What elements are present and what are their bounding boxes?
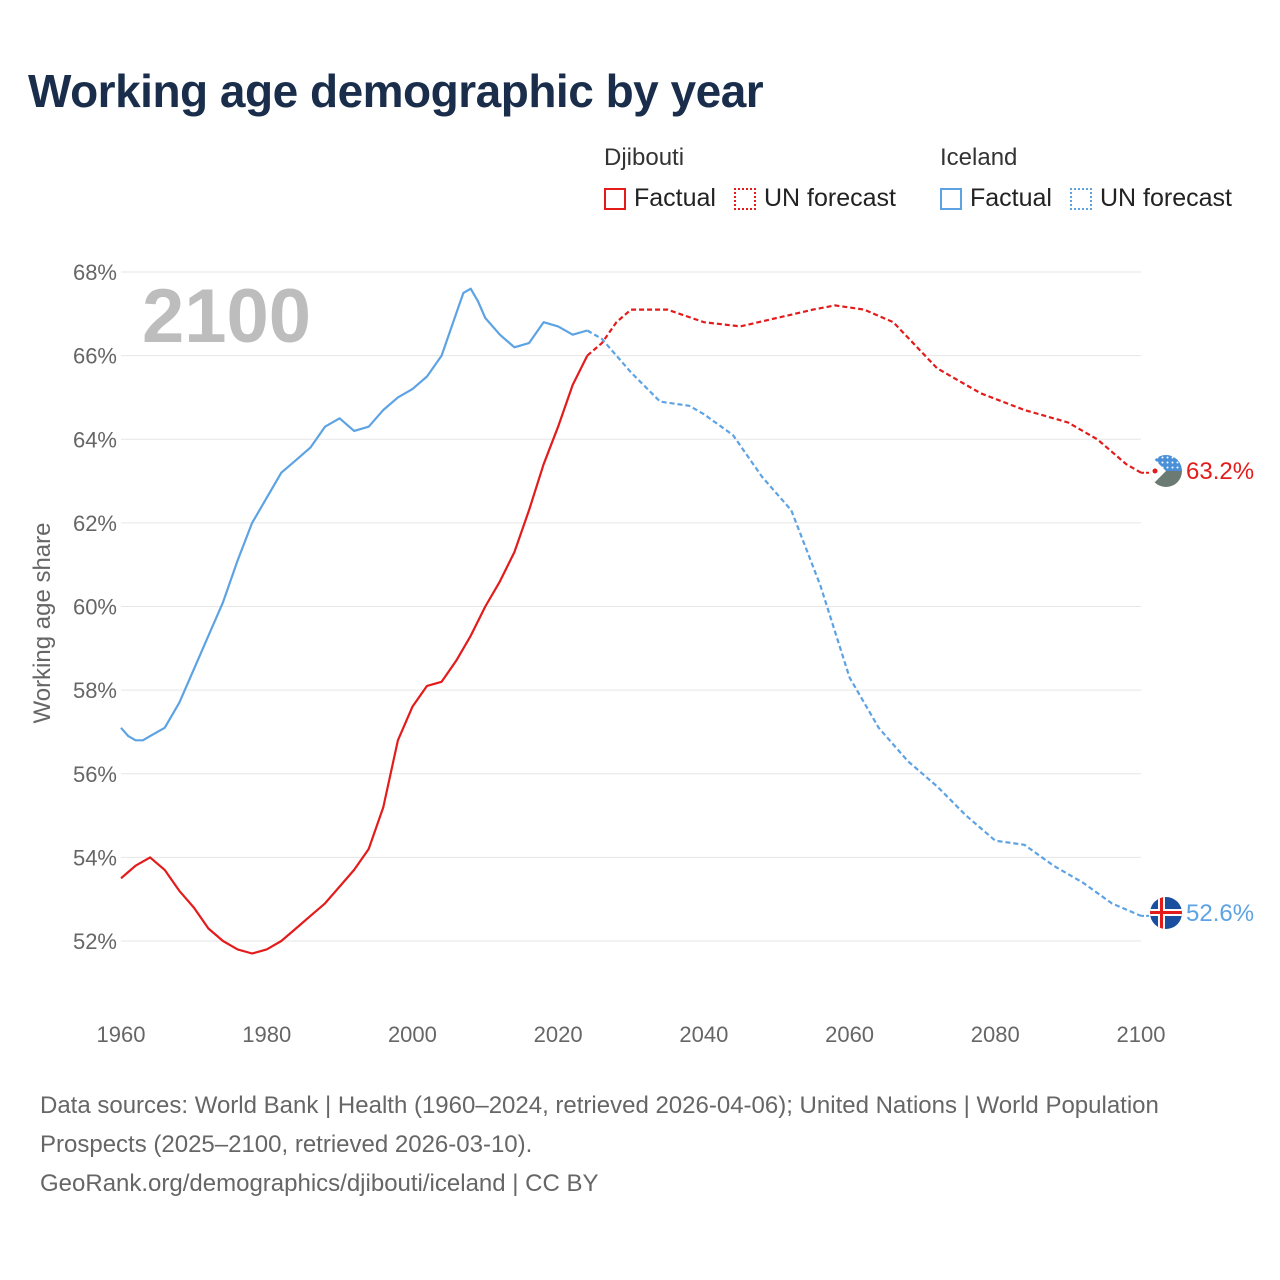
y-tick-label: 56% [73,762,117,787]
legend-swatch-dotted-blue [1069,187,1092,210]
series-lines [120,287,1151,955]
legend-djibouti-country: Djibouti [604,144,685,171]
y-tick-label: 60% [73,595,117,620]
x-tick-label: 2000 [388,1022,437,1047]
x-tick-label: 1980 [242,1022,291,1047]
y-axis-label: Working age share [29,523,56,724]
x-tick-label: 1960 [97,1022,146,1047]
legend-djibouti-forecast[interactable]: UN forecast [733,184,896,213]
djibouti-flag-icon [1150,455,1182,487]
iceland-flag-icon [1150,897,1182,929]
y-tick-label: 66% [73,344,117,369]
iceland-forecast-line [586,329,1142,917]
iceland-factual-line [120,287,588,742]
legend-djibouti-factual-label: Factual [634,184,716,212]
gridlines [121,271,1141,942]
y-axis: 52% 54% 56% 58% 60% 62% 64% 66% 68% [73,260,117,954]
data-sources: Data sources: World Bank | Health (1960–… [40,1092,1159,1158]
djibouti-factual-line [120,355,589,955]
year-watermark: 2100 [142,274,311,359]
chart-title: Working age demographic by year [28,65,764,117]
y-tick-label: 58% [73,678,117,703]
legend-djibouti-forecast-label: UN forecast [763,184,896,212]
djibouti-forecast-line [586,304,1142,474]
x-tick-label: 2080 [971,1022,1020,1047]
x-tick-label: 2040 [679,1022,728,1047]
footer: Data sources: World Bank | Health (1960–… [40,1086,1160,1203]
legend-djibouti-factual[interactable]: Factual [604,184,716,213]
y-tick-label: 62% [73,511,117,536]
legend-swatch-solid-red [604,187,626,210]
legend-iceland-forecast-label: UN forecast [1099,184,1232,212]
legend-iceland-factual-label: Factual [970,184,1052,212]
legend-swatch-dotted-red [733,187,756,210]
djibouti-end-label: 63.2% [1186,458,1254,485]
x-tick-label: 2060 [825,1022,874,1047]
x-tick-label: 2100 [1117,1022,1166,1047]
legend-djibouti: Djibouti Factual UN forecast [604,144,914,213]
x-tick-label: 2020 [534,1022,583,1047]
legend-swatch-solid-blue [940,187,962,210]
y-tick-label: 52% [73,929,117,954]
source-url[interactable]: GeoRank.org/demographics/djibouti/icelan… [40,1170,599,1197]
legend-iceland: Iceland Factual UN forecast [940,144,1250,213]
legend-iceland-forecast[interactable]: UN forecast [1069,184,1232,213]
y-tick-label: 68% [73,260,117,285]
iceland-end-label: 52.6% [1186,900,1254,927]
y-tick-label: 54% [73,845,117,870]
legend-iceland-factual[interactable]: Factual [940,184,1052,213]
legend-iceland-country: Iceland [940,144,1018,171]
y-tick-label: 64% [73,427,117,452]
x-axis: 1960 1980 2000 2020 2040 2060 2080 2100 [97,1022,1166,1047]
